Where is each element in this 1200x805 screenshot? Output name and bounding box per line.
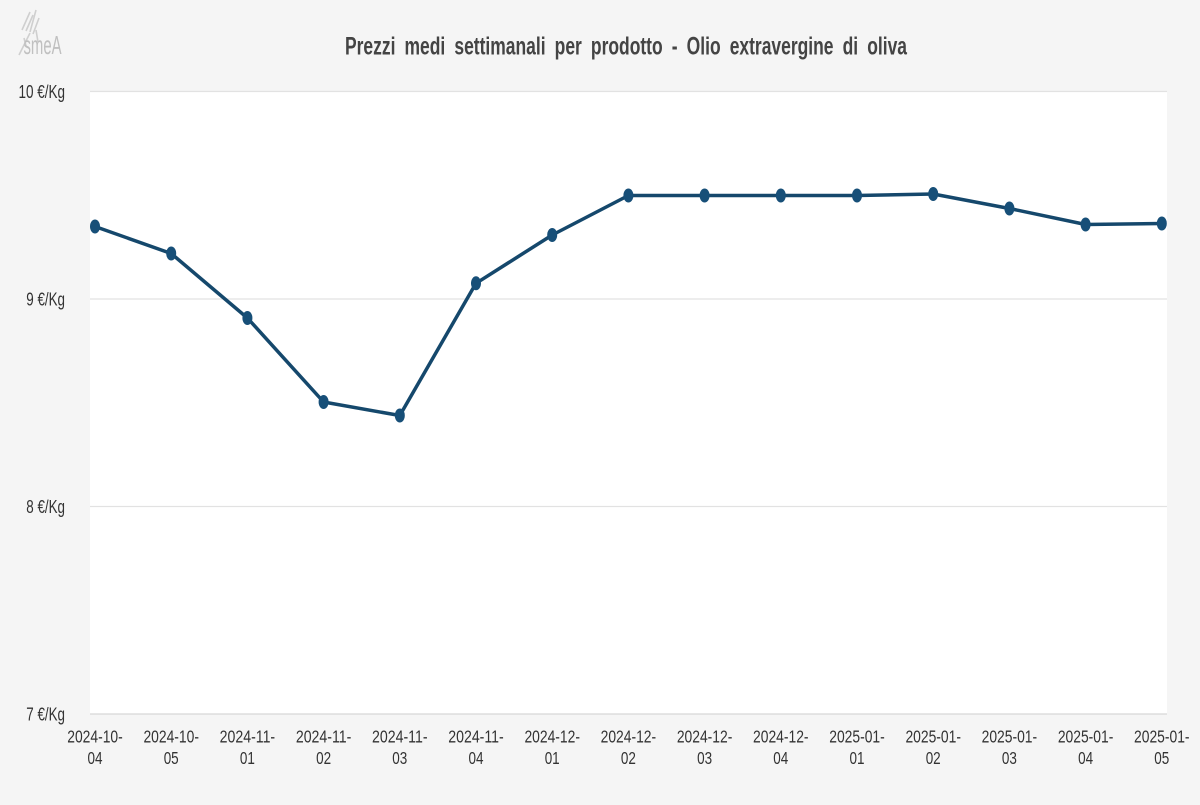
svg-text:2025-01-: 2025-01- xyxy=(829,727,885,747)
svg-text:2025-01-: 2025-01- xyxy=(1134,727,1190,747)
svg-text:2024-11-: 2024-11- xyxy=(448,727,504,747)
svg-text:smeA: smeA xyxy=(24,30,62,60)
svg-text:04: 04 xyxy=(469,748,484,768)
svg-text:7 €/Kg: 7 €/Kg xyxy=(26,704,65,724)
svg-text:2024-12-: 2024-12- xyxy=(601,727,657,747)
svg-text:04: 04 xyxy=(773,748,788,768)
svg-text:2025-01-: 2025-01- xyxy=(1058,727,1114,747)
svg-text:04: 04 xyxy=(1078,748,1093,768)
svg-text:01: 01 xyxy=(545,748,560,768)
svg-text:2024-10-: 2024-10- xyxy=(67,727,123,747)
svg-text:02: 02 xyxy=(926,748,941,768)
svg-text:8 €/Kg: 8 €/Kg xyxy=(26,497,65,517)
svg-text:2025-01-: 2025-01- xyxy=(982,727,1038,747)
svg-text:10 €/Kg: 10 €/Kg xyxy=(19,82,66,102)
svg-text:02: 02 xyxy=(316,748,331,768)
svg-text:2024-11-: 2024-11- xyxy=(220,727,276,747)
svg-text:9 €/Kg: 9 €/Kg xyxy=(26,289,65,309)
svg-text:2025-01-: 2025-01- xyxy=(905,727,961,747)
svg-text:05: 05 xyxy=(164,748,179,768)
svg-text:01: 01 xyxy=(240,748,255,768)
svg-text:2024-12-: 2024-12- xyxy=(677,727,733,747)
svg-text:2024-12-: 2024-12- xyxy=(753,727,809,747)
svg-text:02: 02 xyxy=(621,748,636,768)
svg-text:Prezzi medi settimanali per pr: Prezzi medi settimanali per prodotto - O… xyxy=(345,33,908,61)
svg-text:03: 03 xyxy=(392,748,407,768)
svg-text:05: 05 xyxy=(1154,748,1169,768)
svg-text:2024-10-: 2024-10- xyxy=(143,727,199,747)
svg-text:03: 03 xyxy=(1002,748,1017,768)
svg-text:03: 03 xyxy=(697,748,712,768)
svg-text:2024-12-: 2024-12- xyxy=(524,727,580,747)
svg-text:2024-11-: 2024-11- xyxy=(372,727,428,747)
svg-text:04: 04 xyxy=(88,748,103,768)
svg-text:2024-11-: 2024-11- xyxy=(296,727,352,747)
svg-text:01: 01 xyxy=(850,748,865,768)
